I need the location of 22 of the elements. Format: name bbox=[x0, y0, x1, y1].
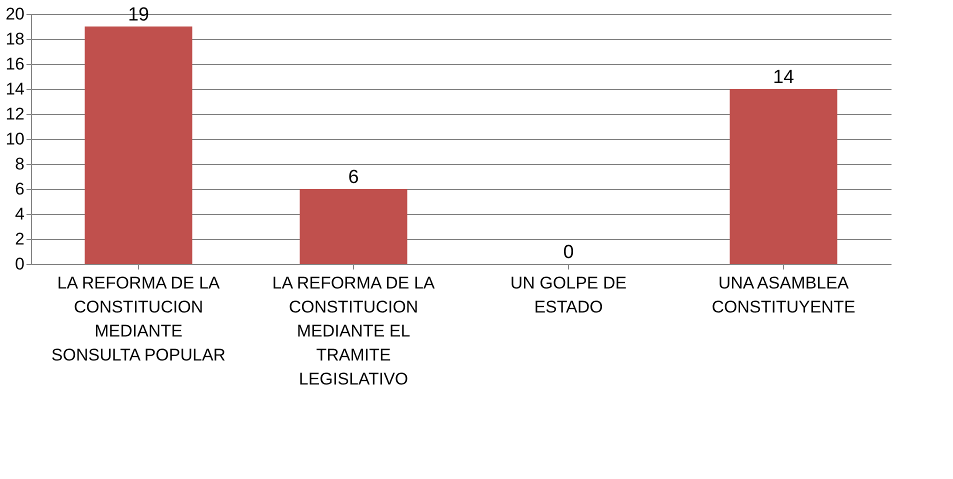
y-tick-label: 2 bbox=[15, 230, 24, 248]
y-tick-label: 4 bbox=[15, 204, 24, 224]
x-tick-label: UN GOLPE DE ESTADO bbox=[510, 274, 627, 316]
y-tick-label: 8 bbox=[15, 154, 24, 174]
y-tick-label: 0 bbox=[15, 254, 24, 274]
y-tick-label: 16 bbox=[6, 54, 24, 74]
data-label: 14 bbox=[772, 67, 794, 88]
y-tick-label: 14 bbox=[6, 80, 24, 98]
y-tick-label: 6 bbox=[15, 180, 24, 198]
x-tick-label: UNA ASAMBLEA CONSTITUYENTE bbox=[712, 274, 856, 316]
bar bbox=[300, 189, 408, 264]
y-tick-label: 20 bbox=[6, 4, 24, 24]
y-tick-label: 18 bbox=[6, 30, 24, 48]
x-tick-label: LA REFORMA DE LA CONSTITUCION MEDIANTE SONSULTA POPULAR bbox=[51, 274, 226, 364]
bar bbox=[730, 89, 838, 264]
data-label: 6 bbox=[348, 167, 359, 188]
bar bbox=[84, 26, 192, 264]
data-label: 0 bbox=[563, 242, 574, 263]
x-tick-label: LA REFORMA DE LA CONSTITUCION MEDIANTE EL TRAMITE LEGISLATIVO bbox=[272, 274, 436, 388]
y-tick-label: 10 bbox=[6, 130, 24, 148]
data-label: 19 bbox=[128, 4, 150, 26]
y-tick-label: 12 bbox=[6, 104, 24, 124]
